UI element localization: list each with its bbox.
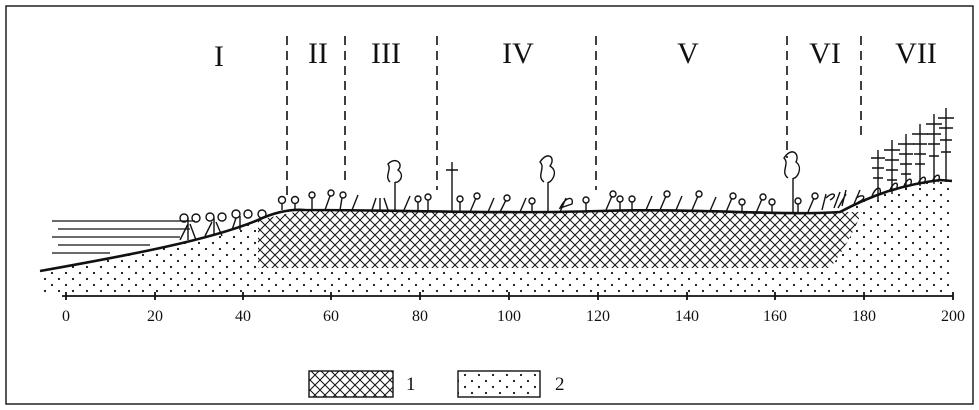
tick-label: 0 [62,308,70,325]
zone-label-IV: IV [502,37,534,70]
tick-label: 200 [941,308,965,325]
legend-label-1: 1 [406,374,416,395]
tree-icon [387,151,801,212]
zone-boundaries [286,36,862,195]
tick-label: 40 [235,308,251,325]
tick-label: 160 [763,308,787,325]
zone-label-VII: VII [895,37,937,70]
vegetation-symbols [179,108,954,241]
tick-label: 180 [852,308,876,325]
zone-label-V: V [677,37,699,70]
peat-layer [258,210,862,268]
tick-label: 120 [586,308,610,325]
tick-label: 20 [147,308,163,325]
legend-label-2: 2 [555,374,565,395]
zone-labels: I II III IV V VI VII [214,37,937,73]
zone-label-II: II [308,37,328,70]
axis-ticks [65,292,954,300]
tick-label: 80 [412,308,428,325]
conifer-icon [871,108,954,200]
distance-axis: 0 20 40 60 80 100 120 140 160 180 200 [62,292,965,325]
zone-label-VI: VI [809,37,841,70]
aquatic-plant-icon [179,209,267,241]
zone-label-I: I [214,40,224,73]
figure-frame [5,5,974,405]
water-surface [52,220,195,254]
tick-label: 100 [497,308,521,325]
herb-symbols [277,189,865,214]
legend-swatch-crosshatch [308,370,394,398]
zone-label-III: III [371,37,401,70]
tick-label: 140 [675,308,699,325]
legend-swatch-dotted [457,370,541,398]
legend: 1 2 [308,370,565,398]
tick-label: 60 [323,308,339,325]
ground-surface-line [39,178,953,273]
